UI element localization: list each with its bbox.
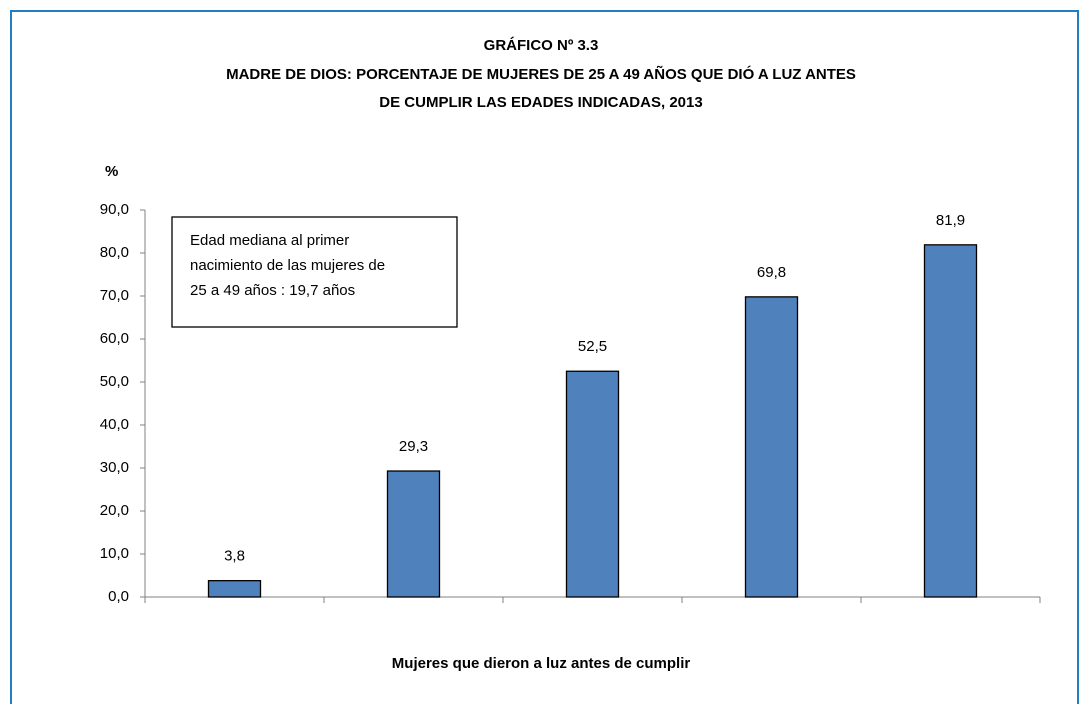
- annotation: 25 a 49 años : 19,7 años: [190, 282, 355, 299]
- y-tick-label: 40,0: [100, 416, 129, 433]
- y-tick-label: 90,0: [100, 201, 129, 218]
- y-tick-label: 30,0: [100, 459, 129, 476]
- y-tick-label: 20,0: [100, 502, 129, 519]
- annotation: nacimiento de las mujeres de: [190, 257, 385, 274]
- bar: [565, 370, 620, 598]
- value-label: 52,5: [578, 338, 607, 355]
- value-label: 3,8: [224, 548, 245, 565]
- value-label: 29,3: [399, 438, 428, 455]
- y-axis-label: %: [105, 163, 118, 180]
- bar: [386, 470, 441, 598]
- bar: [923, 244, 978, 598]
- frame: [10, 10, 1079, 704]
- annotation: Edad mediana al primer: [190, 232, 349, 249]
- annotation-box: [171, 216, 458, 328]
- y-tick-label: 60,0: [100, 330, 129, 347]
- chart-subtitle: DE CUMPLIR LAS EDADES INDICADAS, 2013: [379, 94, 702, 111]
- chart-subtitle: MADRE DE DIOS: PORCENTAJE DE MUJERES DE …: [226, 65, 856, 83]
- y-tick-label: 50,0: [100, 373, 129, 390]
- y-tick-label: 70,0: [100, 287, 129, 304]
- y-tick-label: 0,0: [108, 588, 129, 605]
- y-tick-label: 10,0: [100, 545, 129, 562]
- chart-title: GRÁFICO Nº 3.3: [484, 37, 599, 54]
- value-label: 81,9: [936, 212, 965, 229]
- x-axis-label: Mujeres que dieron a luz antes de cumpli…: [392, 655, 691, 672]
- bar: [207, 580, 262, 598]
- value-label: 69,8: [757, 264, 786, 281]
- y-tick-label: 80,0: [100, 244, 129, 261]
- bar: [744, 296, 799, 598]
